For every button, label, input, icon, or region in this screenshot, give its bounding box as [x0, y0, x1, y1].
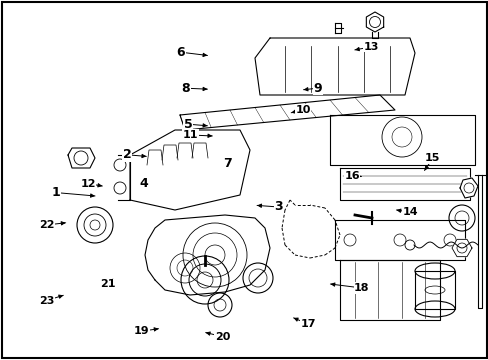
- Text: 20: 20: [214, 332, 230, 342]
- Text: 3: 3: [274, 201, 283, 213]
- Text: 4: 4: [140, 177, 148, 190]
- Polygon shape: [366, 12, 383, 32]
- Polygon shape: [459, 178, 477, 198]
- Polygon shape: [180, 95, 394, 130]
- Text: 12: 12: [80, 179, 96, 189]
- Text: 19: 19: [134, 326, 149, 336]
- Polygon shape: [339, 260, 439, 320]
- Text: 13: 13: [363, 42, 379, 52]
- Text: 8: 8: [181, 82, 190, 95]
- Text: 18: 18: [353, 283, 369, 293]
- Text: 16: 16: [344, 171, 359, 181]
- Polygon shape: [282, 200, 339, 258]
- Polygon shape: [414, 271, 454, 317]
- Polygon shape: [130, 130, 249, 210]
- Polygon shape: [68, 148, 95, 168]
- Text: 9: 9: [313, 82, 322, 95]
- Polygon shape: [325, 115, 479, 165]
- Polygon shape: [254, 38, 414, 95]
- Text: 22: 22: [39, 220, 54, 230]
- Text: 15: 15: [424, 153, 440, 163]
- Text: 5: 5: [183, 118, 192, 131]
- Text: 10: 10: [295, 105, 310, 115]
- Text: 17: 17: [300, 319, 315, 329]
- Text: 14: 14: [402, 207, 418, 217]
- Text: 6: 6: [176, 46, 185, 59]
- Text: 7: 7: [223, 157, 231, 170]
- Text: 21: 21: [100, 279, 115, 289]
- Polygon shape: [145, 215, 269, 295]
- Text: 11: 11: [183, 130, 198, 140]
- Text: 2: 2: [122, 148, 131, 161]
- Text: 1: 1: [52, 186, 61, 199]
- Polygon shape: [339, 168, 469, 200]
- Polygon shape: [451, 239, 471, 257]
- Polygon shape: [334, 220, 464, 260]
- Text: 23: 23: [39, 296, 54, 306]
